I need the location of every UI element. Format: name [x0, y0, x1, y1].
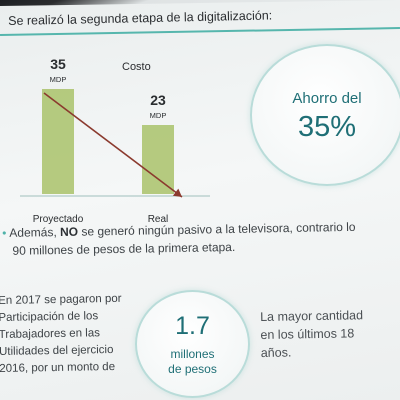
chart-title: Costo	[122, 61, 151, 73]
amount-value: 1.7	[175, 311, 210, 340]
cost-chart-svg: Costo 35 MDP Proyectado 23 MDP Real	[20, 56, 210, 225]
bar-proyectado	[42, 89, 74, 194]
unit-label: MDP	[50, 75, 67, 84]
trend-arrow-head	[172, 188, 182, 197]
category-label: Real	[148, 214, 169, 225]
paragraph-line: 2016, por un monto de	[0, 360, 116, 375]
trend-arrow-line	[43, 92, 183, 198]
record-note: La mayor cantidad en los últimos 18 años…	[260, 306, 400, 362]
bullet-prefix: Además,	[9, 224, 61, 240]
savings-circle: Ahorro del 35%	[250, 44, 400, 186]
cost-bar-chart: Costo 35 MDP Proyectado 23 MDP Real	[10, 54, 240, 232]
ptu-paragraph: En 2017 se pagaron por Participación de …	[0, 290, 149, 378]
bullet-dot-icon: •	[2, 225, 7, 240]
bullet-note: • Además, NO se generó ningún pasivo a la…	[2, 217, 400, 260]
category-label: Proyectado	[33, 214, 84, 225]
amount-unit-line-2: de pesos	[168, 361, 217, 376]
bar-real	[142, 125, 174, 194]
amount-circle: 1.7 millones de pesos	[135, 290, 250, 398]
savings-label: Ahorro del	[292, 90, 362, 107]
bullet-bold-no: NO	[59, 224, 79, 239]
value-label: 23	[150, 92, 166, 108]
unit-label: MDP	[150, 111, 167, 120]
value-label: 35	[50, 56, 66, 72]
savings-percent: 35%	[297, 111, 357, 143]
amount-unit: millones de pesos	[168, 347, 217, 377]
record-line: años.	[260, 345, 292, 360]
amount-unit-line-1: millones	[170, 346, 215, 361]
bullet-rest: se generó ningún pasivo a la televisora,…	[77, 219, 356, 239]
